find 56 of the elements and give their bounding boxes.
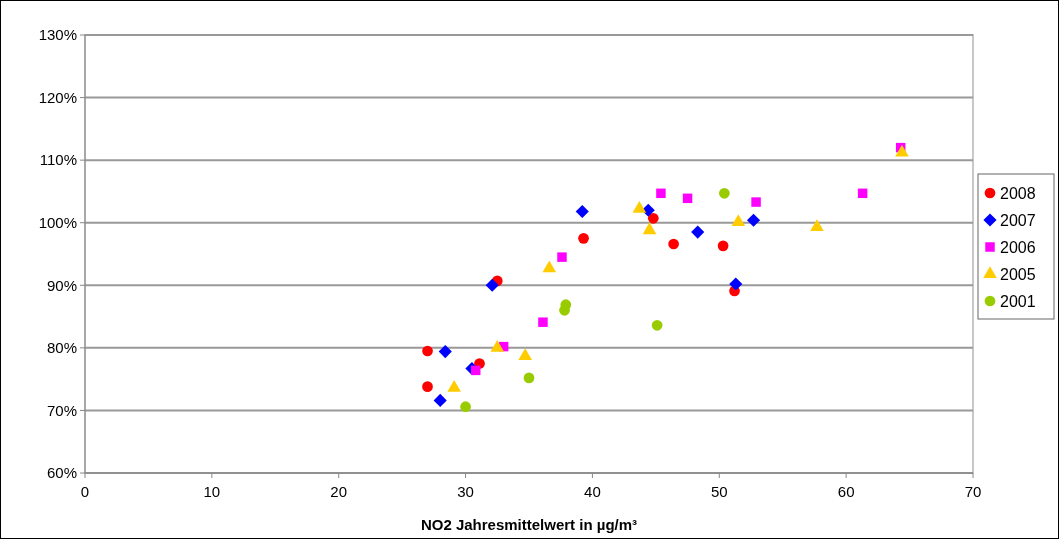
point: [719, 187, 730, 199]
point: [578, 233, 589, 244]
legend-label: 2006: [1000, 238, 1036, 256]
point: [575, 204, 589, 219]
point: [682, 193, 693, 204]
point: [691, 225, 705, 239]
point: [460, 401, 471, 413]
point: [518, 348, 532, 360]
point: [668, 238, 679, 250]
point: [490, 340, 505, 352]
legend-label: 2001: [1000, 292, 1036, 310]
point: [746, 213, 761, 227]
legend-label: 2005: [1000, 265, 1036, 283]
point: [422, 381, 433, 392]
point: [717, 240, 729, 252]
point: [641, 203, 655, 217]
point: [857, 188, 868, 199]
y-tick-label: 100%: [38, 213, 77, 231]
x-tick-label: 60: [837, 483, 855, 500]
point: [656, 188, 666, 199]
point: [557, 252, 567, 262]
y-tick-label: 130%: [38, 26, 77, 44]
point: [523, 372, 535, 384]
x-tick-label: 30: [457, 483, 474, 500]
y-tick-label: 60%: [46, 464, 77, 482]
legend-label: 2008: [1000, 184, 1036, 202]
legend-label: 2007: [1000, 211, 1036, 229]
point: [470, 365, 481, 376]
point: [422, 345, 433, 357]
point: [731, 214, 746, 227]
point: [651, 319, 663, 331]
point: [810, 219, 824, 232]
point: [433, 393, 447, 407]
point: [542, 260, 557, 273]
point: [438, 345, 452, 359]
point: [538, 317, 548, 327]
y-tick-label: 90%: [46, 276, 77, 294]
point: [642, 222, 657, 235]
x-tick-label: 10: [203, 483, 221, 500]
x-tick-label: 40: [584, 483, 601, 500]
x-tick-label: 50: [710, 483, 728, 500]
point: [632, 201, 647, 213]
point: [485, 278, 499, 292]
y-tick-label: 110%: [39, 151, 77, 169]
y-tick-label: 80%: [46, 339, 77, 357]
point: [751, 197, 761, 207]
x-tick-label: 70: [964, 483, 982, 500]
point: [647, 212, 659, 224]
point: [447, 380, 461, 392]
y-tick-label: 70%: [46, 401, 77, 419]
point: [729, 277, 743, 291]
x-tick-label: 20: [330, 483, 348, 500]
point: [895, 144, 909, 157]
x-axis-title: NO2 Jahresmittelwert in µg/m³: [420, 516, 638, 533]
y-tick-label: 120%: [38, 88, 77, 106]
x-tick-label: 0: [80, 483, 90, 500]
